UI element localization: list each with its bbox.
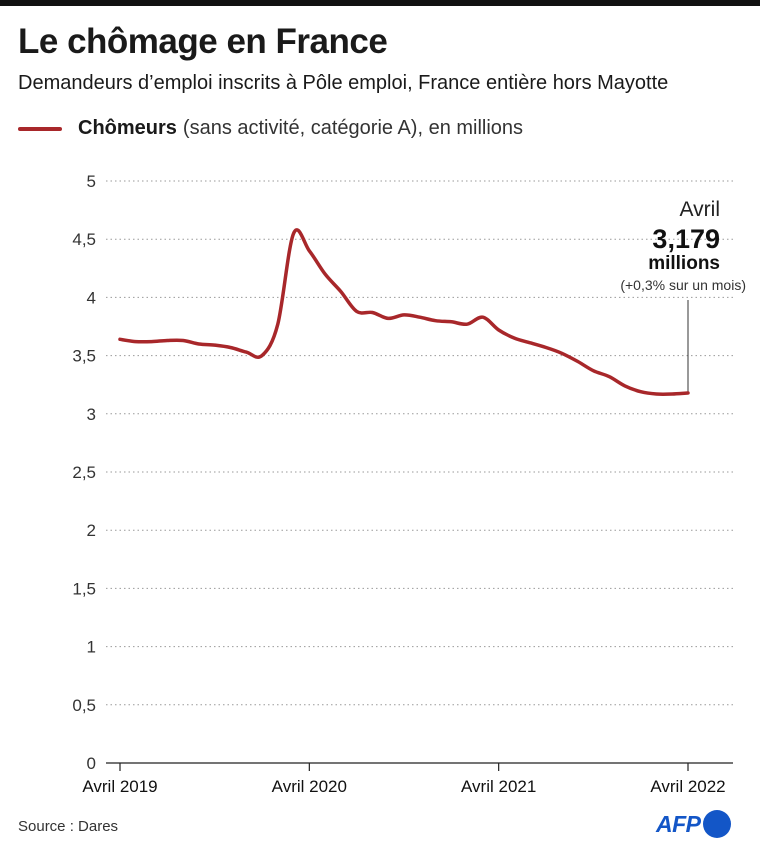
x-tick-label: Avril 2022 <box>650 777 725 796</box>
y-tick-label: 0,5 <box>72 696 96 715</box>
y-tick-label: 0 <box>87 754 96 773</box>
annotation-value: 3,179 <box>652 224 720 254</box>
y-tick-label: 1,5 <box>72 579 96 598</box>
x-tick-label: Avril 2019 <box>82 777 157 796</box>
legend-line-swatch <box>18 126 62 131</box>
y-tick-label: 2,5 <box>72 463 96 482</box>
legend-series-description: (sans activité, catégorie A), en million… <box>182 117 524 139</box>
y-tick-label: 4 <box>87 288 96 307</box>
afp-logo: AFP <box>656 810 731 838</box>
y-tick-label: 4,5 <box>72 230 96 249</box>
annotation-unit: millions <box>648 253 720 274</box>
source-note: Source : Dares <box>18 818 119 835</box>
x-tick-label: Avril 2020 <box>272 777 347 796</box>
y-tick-label: 3 <box>87 405 96 424</box>
top-rule <box>0 0 760 6</box>
annotation-month: Avril <box>679 198 720 221</box>
y-tick-label: 2 <box>87 521 96 540</box>
y-tick-label: 1 <box>87 638 96 657</box>
afp-logo-text: AFP <box>656 810 701 837</box>
y-tick-label: 3,5 <box>72 347 96 366</box>
legend-series-name: Chômeurs <box>78 117 177 139</box>
chart-subtitle: Demandeurs d’emploi inscrits à Pôle empl… <box>18 72 669 94</box>
x-tick-label: Avril 2021 <box>461 777 536 796</box>
series-line-chomeurs <box>118 228 690 396</box>
chart-title: Le chômage en France <box>18 22 388 61</box>
afp-logo-dot <box>702 810 731 838</box>
y-tick-label: 5 <box>87 172 96 191</box>
annotation-change: (+0,3% sur un mois) <box>620 277 746 293</box>
chart-legend: Chômeurs (sans activité, catégorie A), e… <box>18 117 523 140</box>
